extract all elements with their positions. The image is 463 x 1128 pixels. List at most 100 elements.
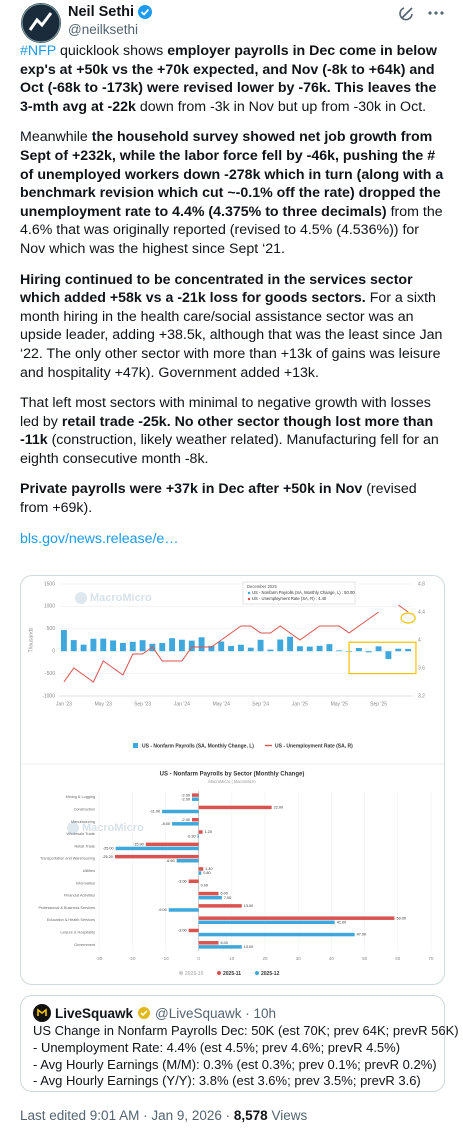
bar (198, 904, 242, 908)
bar (115, 846, 199, 851)
more-icon[interactable] (426, 4, 446, 22)
tweet-text: from the 4.6% that was originally report… (20, 203, 443, 257)
avatar[interactable] (20, 2, 62, 44)
bar (247, 647, 254, 652)
x-tick-label: Sep '23 (134, 701, 151, 707)
bar (159, 643, 166, 652)
value-label: -3.00 (178, 879, 187, 883)
quote-line: - Avg Hourly Earnings (M/M): 0.3% (est 0… (33, 1056, 437, 1072)
bar (114, 854, 199, 859)
quote-tweet[interactable]: LiveSquawk @LiveSquawk · 10h US Change in… (20, 995, 459, 1092)
tweet-text: For a sixth month hiring in the health c… (20, 290, 443, 381)
bar (100, 638, 107, 652)
handle[interactable]: @neilksethi (68, 22, 138, 37)
bar (198, 637, 205, 652)
bar (198, 867, 204, 871)
x-tick-label: 0 (197, 956, 200, 961)
bar (110, 640, 117, 652)
link-row: bls.gov/news.release/e… (20, 530, 448, 549)
tweet-text: Meanwhile (20, 129, 92, 146)
chart-subtitle: MacroMicro | MacroMicro (208, 779, 256, 784)
value-label: -2.00 (181, 793, 190, 797)
quote-avatar (33, 1004, 51, 1022)
bar (60, 630, 67, 652)
category-label: Utilities (83, 869, 95, 873)
bar (119, 642, 126, 652)
bar (198, 805, 272, 810)
y-tick-label: -500 (45, 671, 55, 677)
bar (172, 822, 199, 826)
tooltip-dot (247, 591, 251, 595)
legend-label: US - Nonfarm Payrolls (SA, Monthly Chang… (142, 743, 254, 749)
verified-badge (138, 5, 153, 19)
link[interactable]: bls.gov/news.release/e… (20, 530, 179, 547)
value-label: 41.00 (337, 920, 347, 924)
bar (198, 895, 222, 900)
bar (129, 641, 136, 652)
value-label: 1.40 (205, 867, 212, 871)
y2-tick-label: 4.8 (418, 581, 425, 587)
tweet-text: Private payrolls were +37k in Dec after … (20, 481, 363, 498)
bar (355, 647, 362, 652)
bar (191, 797, 199, 801)
value-label: 7.00 (224, 896, 231, 900)
bar (277, 639, 284, 652)
bar (188, 879, 199, 884)
tooltip-line: US - Nonfarm Payrolls (SA, Monthly Chang… (252, 590, 355, 595)
bar (188, 640, 195, 652)
bar (178, 639, 185, 652)
legend-swatch (179, 971, 183, 975)
paragraph: #NFP quicklook shows employer payrolls i… (20, 42, 448, 116)
value-label: -25.20 (102, 855, 113, 859)
x-tick-label: -20 (129, 956, 136, 961)
value-label: 1.20 (205, 830, 212, 834)
bar (385, 651, 392, 659)
highlight-box (348, 641, 417, 675)
tooltip-line: US - Unemployment Rate (SA, R) : 4.40 (252, 596, 327, 601)
bar (188, 928, 199, 933)
y-tick-label: 1000 (44, 604, 55, 610)
author-name[interactable]: Neil Sethi (68, 4, 135, 20)
bar (198, 920, 335, 925)
paragraph: Hiring continued to be concentrated in t… (20, 271, 448, 383)
legend-swatch (255, 971, 259, 975)
bar (191, 817, 199, 822)
edited-time: Last edited 9:01 AM · Jan 9, 2026 · (20, 1108, 231, 1123)
value-label: 0.00 (201, 884, 208, 888)
bar (267, 649, 274, 652)
quote-line: - Unemployment Rate: 4.4% (est 4.5%; pre… (33, 1039, 401, 1055)
author-row[interactable]: Neil Sethi (68, 4, 153, 20)
value-label: -25.00 (103, 847, 114, 851)
bar (198, 916, 395, 920)
tweet-body: #NFP quicklook shows employer payrolls i… (20, 42, 448, 560)
bar (375, 646, 382, 652)
hashtag[interactable]: #NFP (20, 43, 57, 59)
tweet-footer: Last edited 9:01 AM · Jan 9, 2026 · 8,57… (20, 1108, 307, 1123)
value-label: -6.60 (166, 859, 175, 863)
bar (198, 945, 242, 949)
legend-label: US - Unemployment Rate (SA, R) (275, 743, 353, 749)
bar (287, 636, 294, 652)
x-tick-label: 20 (262, 956, 268, 961)
bar (168, 908, 199, 912)
tooltip-dot (247, 597, 251, 601)
y2-tick-label: 3.2 (418, 693, 425, 699)
bar (191, 793, 199, 797)
chart-image[interactable]: MacroMicroThousands-1000-500050010001500… (20, 575, 445, 985)
verified-badge (138, 1007, 151, 1019)
x-tick-label: Sep '24 (252, 701, 269, 707)
value-label: 47.00 (357, 933, 367, 937)
watermark-icon (75, 592, 87, 604)
bar (405, 648, 412, 652)
watermark: MacroMicro (82, 822, 144, 834)
x-tick-label: Sep '25 (370, 701, 387, 707)
tooltip-box (242, 581, 356, 605)
view-count: 8,578 (233, 1108, 268, 1123)
quote-author: LiveSquawk (55, 1005, 134, 1021)
y-tick-label: 0 (52, 649, 55, 655)
bar (70, 640, 77, 652)
value-label: -2.00 (181, 797, 190, 801)
bar (336, 650, 343, 652)
grok-icon[interactable] (398, 4, 416, 22)
bar (198, 932, 355, 937)
